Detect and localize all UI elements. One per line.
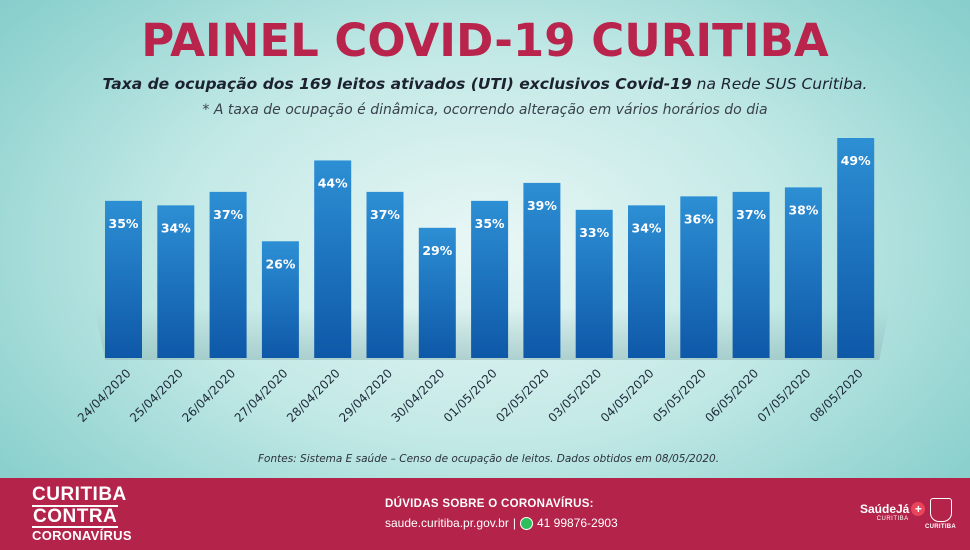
bar-value-label: 38% [788,202,818,217]
bars-group [105,138,875,358]
saude-ja-logo: SaúdeJá + CURITIBA [860,502,926,522]
bar-30/04/2020 [418,227,456,358]
brand-line-1: CURITIBA [32,484,127,505]
bar-value-label: 26% [265,256,295,271]
bar-24/04/2020 [105,200,142,358]
value-labels-group: 35% 34% 37% 26% 44% 37% 29% 35% 39% 33% 34% 36% 37% 3… [109,153,872,271]
city-hall-logo: CURITIBA [925,498,956,530]
x-tick-label: 27/04/2020 [232,366,291,425]
bar-07/05/2020 [784,187,822,358]
footer-bar: CURITIBA CONTRA CORONAVÍRUS DÚVIDAS SOBR… [0,478,970,550]
page-title: PAINEL COVID-19 CURITIBA [141,14,829,67]
bar-05/05/2020 [680,196,718,358]
help-phone[interactable]: 41 99876-2903 [536,516,618,530]
bar-value-label: 33% [579,225,609,240]
chart-note: * A taxa de ocupação é dinâmica, ocorren… [202,102,768,118]
bar-value-label: 49% [841,153,871,168]
brand-line-3: CORONAVÍRUS [32,528,132,543]
bar-25/04/2020 [157,205,195,358]
bar-27/04/2020 [261,241,299,358]
help-site-link[interactable]: saude.curitiba.pr.gov.br [385,516,509,530]
x-tick-label: 25/04/2020 [127,366,186,425]
x-tick-label: 24/04/2020 [75,366,134,425]
city-logo-text: CURITIBA [925,524,957,530]
bar-04/05/2020 [628,205,665,358]
brand-line-2: CONTRA [32,505,119,528]
x-tick-labels-group: 24/04/202025/04/202026/04/202027/04/2020… [75,366,866,425]
bar-02/05/2020 [523,182,561,358]
whatsapp-icon [519,516,533,530]
bar-chart: 35% 34% 37% 26% 44% 37% 29% 35% 39% 33% 34% 36% 37% 3… [75,138,890,425]
source-note: Fontes: Sistema E saúde – Censo de ocupa… [258,453,720,465]
help-info: DÚVIDAS SOBRE O CORONAVÍRUS: saude.curit… [385,498,618,530]
x-tick-label: 29/04/2020 [336,366,395,425]
bar-03/05/2020 [575,209,613,358]
x-tick-label: 01/05/2020 [441,366,500,425]
bar-value-label: 35% [475,216,505,231]
campaign-logo: CURITIBA CONTRA CORONAVÍRUS [32,485,132,544]
x-tick-label: 04/05/2020 [598,366,657,425]
bar-value-label: 29% [422,243,452,258]
bar-value-label: 37% [370,207,400,222]
bar-value-label: 37% [736,207,766,222]
chart-subtitle: Taxa de ocupação dos 169 leitos ativados… [0,75,970,93]
bar-26/04/2020 [209,191,247,358]
x-tick-label: 06/05/2020 [702,366,761,425]
help-separator: | [512,516,516,530]
bar-value-label: 34% [632,220,662,235]
x-tick-label: 28/04/2020 [284,366,343,425]
bar-value-label: 36% [684,211,714,226]
bar-value-label: 37% [213,207,243,222]
bar-value-label: 34% [161,220,191,235]
plus-icon: + [911,502,926,516]
x-tick-label: 03/05/2020 [546,366,605,425]
bar-06/05/2020 [732,191,770,358]
x-tick-label: 26/04/2020 [179,366,238,425]
bar-value-label: 39% [527,198,557,213]
crest-icon [929,498,952,522]
saude-logo-text: SaúdeJá [860,502,910,516]
bar-28/04/2020 [314,160,352,358]
bar-01/05/2020 [471,200,509,358]
bar-value-label: 35% [109,216,139,231]
help-title: DÚVIDAS SOBRE O CORONAVÍRUS: [385,498,594,510]
x-tick-label: 02/05/2020 [493,366,552,425]
subtitle-rest: na Rede SUS Curitiba. [691,75,868,93]
bar-value-label: 44% [318,175,348,190]
x-tick-label: 30/04/2020 [389,366,448,425]
saude-logo-sub: CURITIBA [876,516,909,522]
bar-29/04/2020 [366,191,404,358]
x-tick-label: 05/05/2020 [650,366,709,425]
bar-08/05/2020 [837,138,875,358]
x-tick-label: 08/05/2020 [807,366,866,425]
subtitle-strong: Taxa de ocupação dos 169 leitos ativados… [102,75,692,93]
x-tick-label: 07/05/2020 [755,366,814,425]
